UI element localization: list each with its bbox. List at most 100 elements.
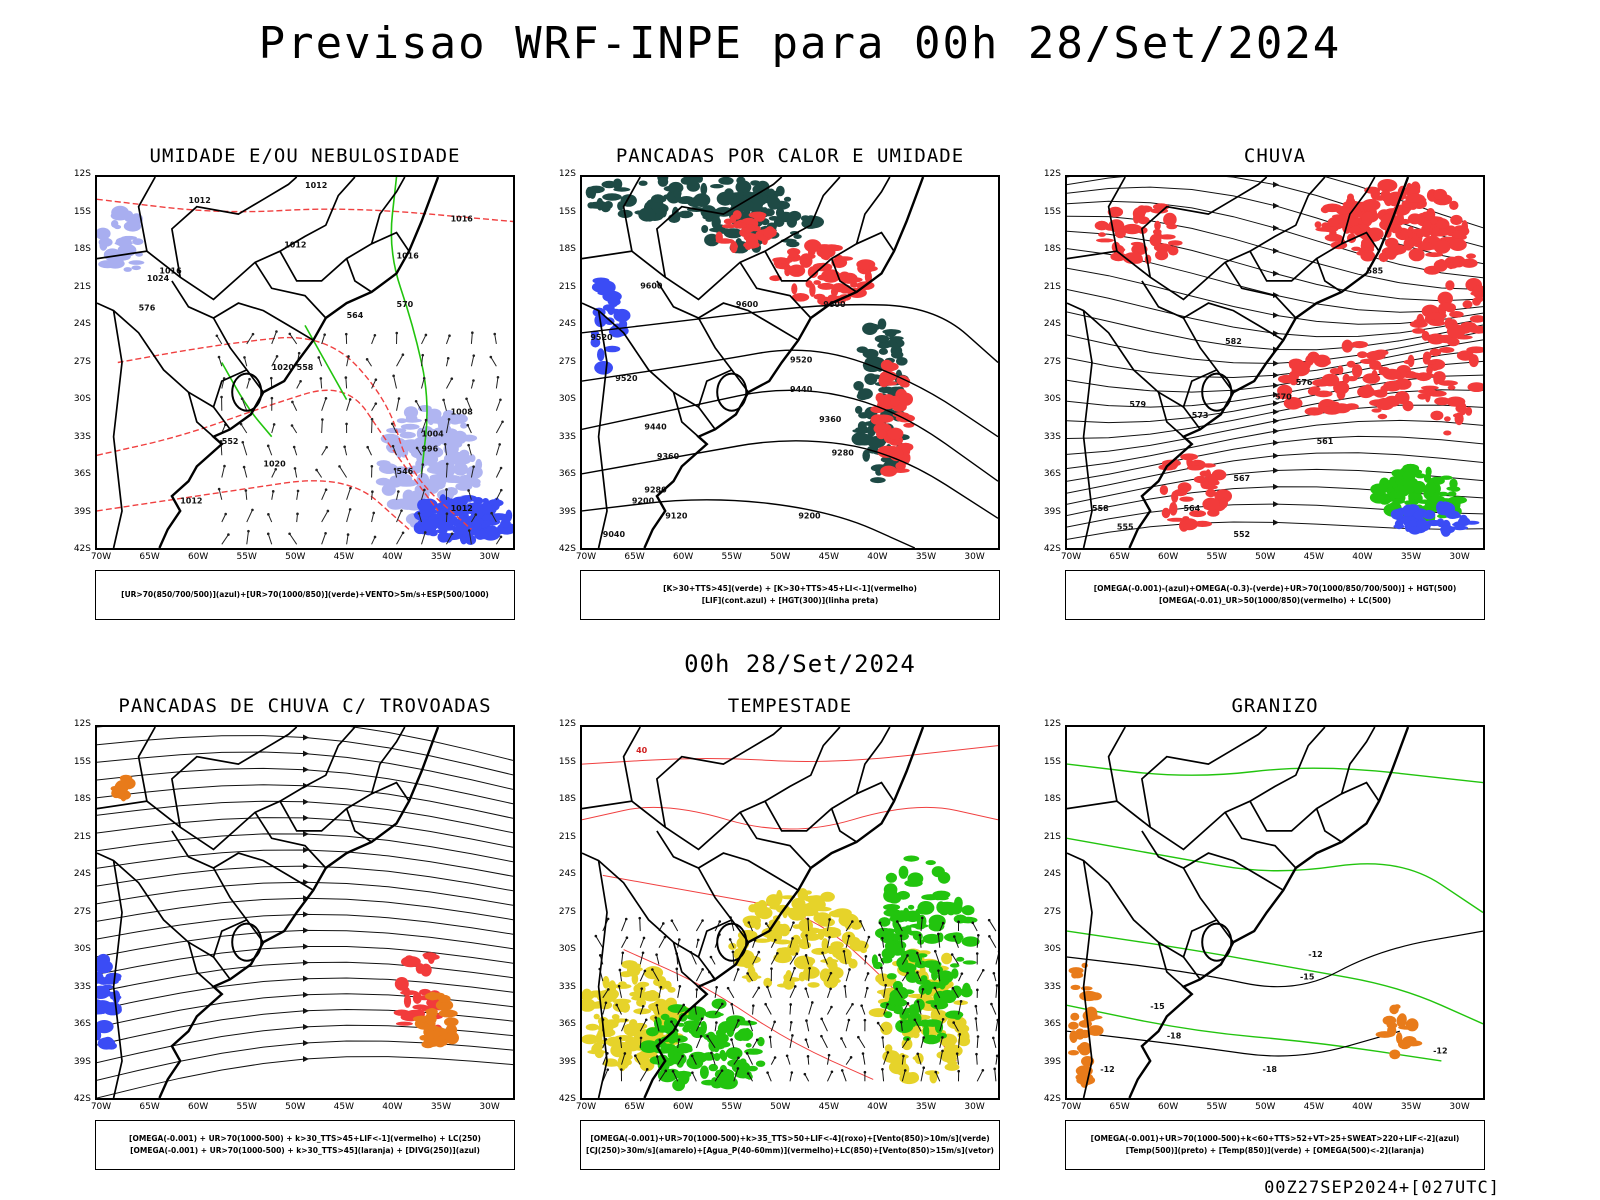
- lon-tick-label: 40W: [1352, 1102, 1373, 1112]
- lon-tick-label: 35W: [915, 552, 937, 562]
- border-line: [97, 852, 214, 958]
- lon-tick-label: 60W: [672, 1102, 694, 1112]
- contour-label: -12: [1100, 1065, 1114, 1074]
- contour-label: 570: [397, 300, 414, 309]
- border-line: [622, 177, 641, 252]
- page-title: Previsao WRF-INPE para 00h 28/Set/2024: [258, 18, 1342, 69]
- lon-tick-label: 35W: [1400, 1102, 1422, 1112]
- shaded-area: [97, 953, 122, 1050]
- border-line: [212, 369, 248, 430]
- contour-label: -12: [1308, 950, 1322, 959]
- lat-tick-label: 18S: [558, 244, 576, 254]
- shaded-area: [1390, 501, 1480, 537]
- lon-tick-label: 70W: [90, 552, 112, 562]
- border-line: [1082, 860, 1093, 1098]
- lon-tick-label: 45W: [333, 552, 355, 562]
- contour-label: 579: [1129, 400, 1146, 409]
- contour-label: 9040: [603, 530, 626, 539]
- contour-label: 9120: [665, 511, 688, 520]
- lat-tick-label: 36S: [558, 469, 576, 479]
- lat-tick-label: 27S: [1043, 906, 1061, 917]
- lat-tick-label: 18S: [1043, 244, 1061, 254]
- contour-label: 1016: [159, 266, 182, 275]
- shaded-area: [1375, 1004, 1423, 1060]
- lat-tick-label: 30S: [558, 944, 576, 954]
- lat-tick-label: 42S: [558, 1094, 576, 1104]
- lon-tick-label: 65W: [139, 1102, 160, 1112]
- lon-tick-label: 65W: [1109, 1102, 1130, 1112]
- lat-tick-label: 30S: [1043, 394, 1061, 404]
- contour-label: 9200: [632, 496, 655, 505]
- contour-label: 564: [1183, 504, 1200, 513]
- lagoon: [231, 922, 263, 962]
- lagoon: [1201, 372, 1233, 412]
- lat-tick-label: 18S: [73, 794, 91, 804]
- thickness-contours: [97, 198, 513, 530]
- panel-tempestade: TEMPESTADE 40 [OMEGA(-0.001)+UR>70(1000-…: [530, 695, 1000, 1185]
- lon-tick-label: 40W: [867, 1102, 888, 1112]
- panel-title: CHUVA: [1243, 145, 1307, 167]
- lon-tick-label: 65W: [139, 552, 160, 562]
- border-line: [171, 280, 314, 341]
- border-line: [97, 727, 356, 851]
- shaded-area: [110, 774, 136, 802]
- lon-tick-label: 35W: [915, 1102, 937, 1112]
- border-line: [1315, 258, 1343, 293]
- panel-umidade: UMIDADE E/OU NEBULOSIDADE 1012 1012 1012 10…: [45, 145, 515, 635]
- lat-tick-label: 36S: [1043, 1019, 1061, 1029]
- lat-tick-label: 33S: [1043, 431, 1061, 442]
- lat-tick-label: 18S: [1043, 794, 1061, 804]
- lon-tick-label: 40W: [1352, 552, 1373, 562]
- lon-tick-label: 65W: [1109, 552, 1130, 562]
- contour-label: 558: [297, 363, 314, 372]
- panel-pancadas-calor: PANCADAS POR CALOR E UMIDADE 9600 9600 960…: [530, 145, 1000, 635]
- border-line: [1340, 727, 1376, 795]
- map-pancadas-calor: 9600 9600 9600 9520 9520 9520 9440 9440 9360 9360…: [580, 175, 1000, 550]
- border-line: [1224, 811, 1297, 869]
- panel-legend: [OMEGA(-0.001) + UR>70(1000-500) + k>30_…: [95, 1120, 515, 1170]
- border-line: [830, 258, 858, 293]
- shaded-area: [590, 277, 631, 375]
- border-line: [1315, 808, 1343, 843]
- contour-label: 9520: [790, 356, 813, 365]
- lat-tick-label: 24S: [1043, 869, 1061, 879]
- panel-chuva: CHUVA 585 582 579 576 573 570 567 564 561 558 555 5…: [1015, 145, 1485, 635]
- lat-tick-label: 27S: [73, 906, 91, 917]
- contour-labels: 585 582 579 576 573 570 567 564 561 558 555 552: [1092, 266, 1384, 538]
- shaded-area: [1158, 453, 1232, 532]
- contour-label: 40: [636, 746, 648, 755]
- contour-label: 576: [1296, 378, 1313, 387]
- lat-tick-label: 15S: [558, 756, 576, 767]
- lat-tick-label: 36S: [558, 1019, 576, 1029]
- map-umidade: 1012 1012 1012 1016 1016 1020 1020 1024 1012 1016…: [95, 175, 515, 550]
- border-line: [1067, 852, 1184, 958]
- contour-label: 561: [1317, 437, 1334, 446]
- border-line: [697, 369, 733, 430]
- lon-tick-label: 65W: [624, 552, 645, 562]
- contour-label: 576: [139, 304, 156, 313]
- map-svg: 1012 1012 1012 1016 1016 1020 1020 1024 1012 1016…: [97, 177, 513, 548]
- lon-tick-label: 55W: [721, 1102, 742, 1112]
- lat-tick-label: 42S: [1043, 544, 1061, 554]
- border-line: [1182, 919, 1218, 980]
- map-svg: 9600 9600 9600 9520 9520 9520 9440 9440 9360 9360…: [582, 177, 998, 548]
- border-line: [656, 830, 799, 891]
- contour-label: 9600: [640, 281, 663, 290]
- lat-tick-label: 33S: [558, 981, 576, 992]
- lat-tick-label: 21S: [1043, 831, 1061, 842]
- lat-tick-label: 30S: [73, 944, 91, 954]
- lon-tick-label: 45W: [1303, 552, 1325, 562]
- contour-label: 555: [1117, 522, 1134, 531]
- shaded-area: [412, 991, 459, 1049]
- lat-tick-label: 12S: [1043, 719, 1061, 729]
- border-line: [739, 811, 812, 869]
- border-line: [171, 830, 314, 891]
- lat-tick-label: 15S: [73, 206, 91, 217]
- border-line: [764, 781, 895, 832]
- map-chuva: 585 582 579 576 573 570 567 564 561 558 555 552: [1065, 175, 1485, 550]
- contour-labels: 9600 9600 9600 9520 9520 9520 9440 9440 9360 9360…: [590, 281, 854, 539]
- geography: [582, 727, 925, 1098]
- contour-label: 9440: [790, 385, 813, 394]
- lat-tick-label: 30S: [558, 394, 576, 404]
- lat-tick-label: 30S: [73, 394, 91, 404]
